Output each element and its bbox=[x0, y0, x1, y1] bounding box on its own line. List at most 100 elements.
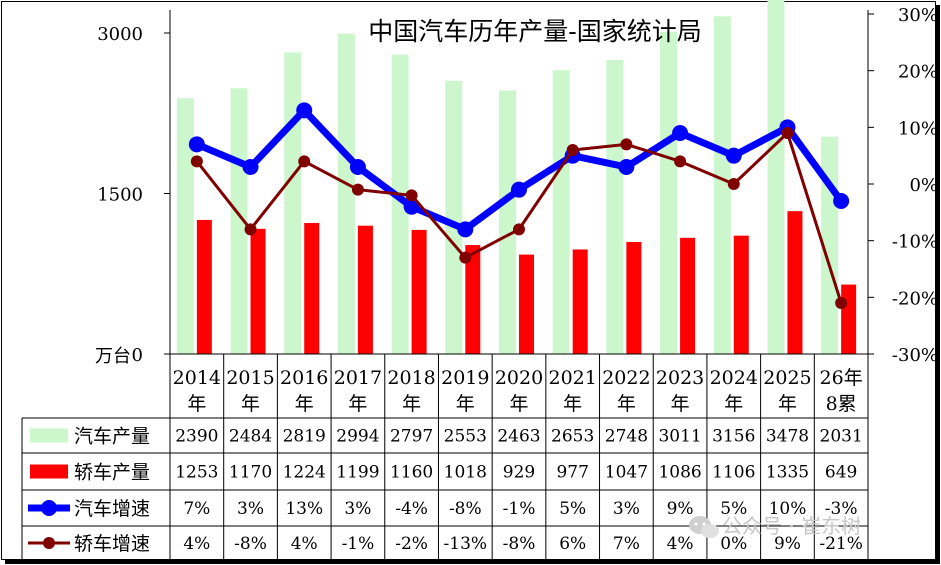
auto-growth-point bbox=[511, 181, 527, 198]
table-cell-value: 9% bbox=[667, 499, 694, 519]
auto-growth-point bbox=[403, 198, 420, 215]
legend-marker-key bbox=[41, 500, 57, 516]
table-cell-value: 2484 bbox=[229, 427, 272, 447]
legend-bar-key bbox=[30, 464, 68, 479]
bar-sedan-production bbox=[196, 219, 212, 354]
bar-sedan-production bbox=[572, 249, 588, 354]
legend-label: 轿车产量 bbox=[74, 462, 150, 484]
table-cell-value: 3156 bbox=[712, 427, 755, 447]
table-cell-value: 1253 bbox=[175, 463, 218, 483]
watermark-text: 公众号 · 崔东树 bbox=[722, 514, 861, 538]
table-cell-value: 1018 bbox=[444, 463, 487, 483]
right-tick-label: 30% bbox=[898, 5, 938, 26]
bar-total-production bbox=[284, 52, 302, 354]
table-cell-value: 6% bbox=[559, 534, 586, 554]
year-label: 2024 bbox=[710, 367, 758, 389]
auto-growth-point bbox=[349, 159, 366, 175]
right-tick-label: -20% bbox=[892, 288, 938, 309]
year-label: 年 bbox=[617, 393, 636, 415]
year-label: 26年 bbox=[820, 367, 863, 389]
left-tick-label: 0 bbox=[132, 345, 143, 366]
bar-sedan-production bbox=[250, 228, 266, 354]
left-tick-label: 3000 bbox=[97, 24, 143, 45]
auto-growth-point bbox=[833, 193, 850, 209]
year-label: 年 bbox=[402, 393, 421, 415]
sedan-growth-point bbox=[566, 144, 579, 156]
axes-layer: 0 1500 3000 30% 20% 10% 0% -10% -20% -30% bbox=[97, 5, 938, 366]
year-label: 年 bbox=[241, 393, 260, 415]
chart-title: 中国汽车历年产量-国家统计局 bbox=[368, 17, 701, 46]
auto-growth-point bbox=[188, 136, 205, 153]
bar-sedan-production bbox=[519, 254, 534, 354]
table-cell-value: 13% bbox=[285, 499, 323, 519]
table-cell-value: -3% bbox=[825, 499, 858, 519]
year-label: 2016 bbox=[280, 367, 328, 389]
year-label: 2020 bbox=[495, 367, 543, 389]
bar-sedan-production bbox=[733, 235, 749, 354]
table-cell-value: 2994 bbox=[336, 427, 379, 447]
data-table: 2014 年 2015 年 2016 年 2017 年 2018 年 2019 年 2020 年 2021 年… bbox=[21, 353, 869, 560]
year-label: 年 bbox=[509, 393, 528, 415]
right-tick-label: 20% bbox=[898, 62, 938, 83]
table-cell-value: -4% bbox=[395, 499, 428, 519]
sedan-growth-point bbox=[190, 155, 203, 168]
table-cell-value: 3% bbox=[237, 499, 264, 519]
year-label: 8累 bbox=[826, 393, 857, 415]
right-tick-label: 0% bbox=[909, 175, 938, 196]
table-cell-value: 10% bbox=[769, 499, 807, 519]
bar-total-production bbox=[445, 80, 463, 354]
bar-total-production bbox=[713, 16, 731, 354]
bar-sedan-production bbox=[304, 223, 320, 354]
bars-layer bbox=[176, 0, 857, 355]
sedan-growth-point bbox=[244, 223, 257, 236]
bar-total-production bbox=[767, 0, 785, 354]
table-cell-value: -8% bbox=[234, 534, 267, 554]
table-cell-value: 2819 bbox=[283, 427, 326, 447]
watermark: 公众号 · 崔东树 bbox=[689, 514, 861, 538]
table-cell-value: -1% bbox=[503, 499, 536, 519]
table-cell-value: 3011 bbox=[658, 427, 701, 447]
table-cell-value: 2553 bbox=[444, 427, 487, 447]
table-cell-value: 2748 bbox=[605, 427, 648, 447]
table-cell-value: 1047 bbox=[605, 463, 648, 483]
sedan-growth-point bbox=[298, 155, 311, 168]
right-tick-label: -10% bbox=[892, 232, 938, 253]
bar-total-production bbox=[230, 88, 248, 354]
year-label: 2017 bbox=[334, 367, 382, 389]
table-cell-value: -13% bbox=[444, 534, 488, 554]
table-cell-value: 3% bbox=[613, 499, 640, 519]
table-cell-value: 4% bbox=[183, 534, 210, 554]
bar-total-production bbox=[660, 31, 678, 355]
table-cell-value: -8% bbox=[449, 499, 482, 519]
table-cell-value: 7% bbox=[183, 499, 210, 519]
year-label: 2019 bbox=[441, 367, 489, 389]
table-cell-value: -2% bbox=[395, 534, 428, 554]
bar-total-production bbox=[176, 98, 194, 355]
table-cell-value: 7% bbox=[613, 534, 640, 554]
sedan-growth-point bbox=[620, 138, 633, 151]
table-cell-value: 1170 bbox=[229, 463, 272, 483]
bar-total-production bbox=[552, 70, 570, 354]
table-cell-value: 0% bbox=[720, 534, 747, 554]
table-cell-value: 2653 bbox=[551, 427, 594, 447]
year-label: 年 bbox=[456, 393, 475, 415]
table-cell-value: 649 bbox=[825, 463, 857, 483]
table-cell-value: 3% bbox=[344, 499, 371, 519]
table-cell-value: 2031 bbox=[820, 427, 863, 447]
sedan-growth-point bbox=[674, 155, 687, 168]
year-label: 2018 bbox=[387, 367, 435, 389]
table-cell-value: -1% bbox=[342, 534, 375, 554]
table-cell-value: 977 bbox=[556, 463, 588, 483]
sedan-growth-point bbox=[727, 178, 740, 190]
bar-sedan-production bbox=[841, 284, 857, 354]
table-cell-value: 1335 bbox=[766, 463, 809, 483]
year-label: 2022 bbox=[602, 367, 650, 389]
table-cell-value: 5% bbox=[559, 499, 586, 519]
bar-total-production bbox=[606, 59, 624, 355]
table-cell-value: 1224 bbox=[283, 463, 326, 483]
year-label: 年 bbox=[348, 393, 367, 415]
table-cell-value: 1160 bbox=[390, 463, 433, 483]
table-cell-value: 2390 bbox=[175, 427, 218, 447]
